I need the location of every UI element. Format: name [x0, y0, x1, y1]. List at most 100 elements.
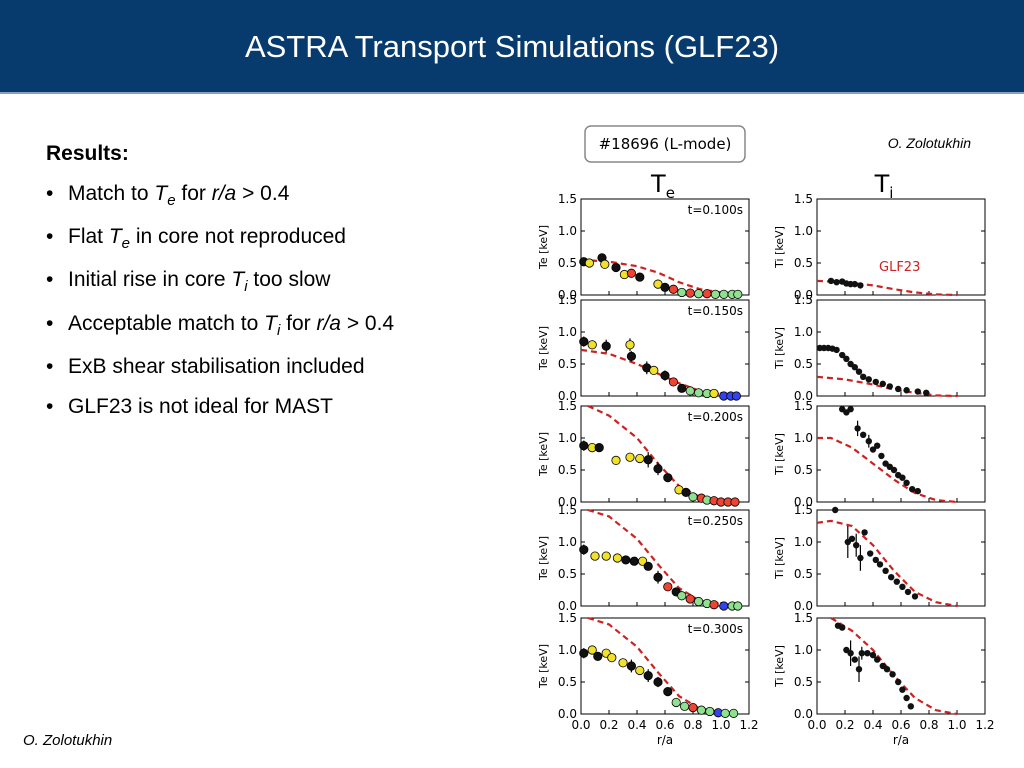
- bullet-text: ExB shear stabilisation included: [68, 354, 365, 378]
- te-data-point: [663, 582, 673, 592]
- bullet-list: • Match to Te for r/a > 0.4 • Flat Te in co…: [46, 182, 516, 419]
- plot-frame: [580, 198, 750, 296]
- y-tick-label: 1.0: [558, 325, 577, 339]
- y-tick-label: 1.5: [558, 399, 577, 413]
- y-tick-label: 0.5: [558, 256, 577, 270]
- te-data-point: [579, 545, 589, 555]
- te-data-point: [618, 658, 628, 668]
- glf23-model-curve: [816, 519, 958, 608]
- bullet-text: too slow: [247, 268, 331, 292]
- x-tick-label: 1.0: [947, 718, 966, 732]
- bullet-text: T: [108, 225, 122, 249]
- ti-data-point: [889, 671, 896, 678]
- te-data-point: [653, 572, 663, 582]
- te-data-point: [694, 388, 704, 398]
- y-axis-label: Te [keV]: [537, 326, 550, 371]
- bullet-text: Match to: [68, 182, 155, 205]
- ti-data-point: [914, 388, 921, 395]
- bullet-marker: •: [46, 268, 54, 292]
- y-tick-label: 1.5: [558, 611, 577, 625]
- ti-data-point: [895, 385, 902, 393]
- y-tick-label: 0.5: [558, 567, 577, 581]
- result-bullet: • Match to Te for r/a > 0.4: [46, 182, 516, 209]
- ti-data-point: [872, 556, 879, 564]
- te-panel: 0.0 0.5 1.0 1.5 Te [keV] t=0.250s: [537, 503, 750, 613]
- te-data-point: [671, 697, 681, 708]
- ti-data-point: [878, 452, 885, 460]
- y-tick-label: 0.0: [794, 707, 813, 721]
- ti-panel: 0.0 0.5 1.0 1.5 Ti [keV] 0.0 0.2 0.4 0.6 0.8 1.0 1.…: [773, 611, 995, 747]
- y-axis-label: Te [keV]: [537, 536, 550, 581]
- result-bullet: • Flat Te in core not reproduced: [46, 225, 516, 252]
- bullet-text: > 0.4: [340, 311, 395, 335]
- te-data-point: [587, 340, 597, 350]
- y-tick-label: 0.5: [794, 357, 813, 371]
- te-data-point: [694, 289, 704, 299]
- bullet-text: in core not reproduced: [130, 225, 346, 249]
- te-data-point: [681, 487, 691, 497]
- results-figure: #18696 (L-mode) O. Zolotukhin Te Ti 0.0 0.5 1.…: [537, 125, 995, 747]
- glf23-model-curve: [817, 436, 958, 504]
- ti-data-point: [864, 650, 871, 657]
- te-data-point: [733, 289, 743, 299]
- result-bullet: • Initial rise in core Ti too slow: [46, 268, 516, 295]
- x-tick-label: 0.0: [571, 718, 590, 732]
- bullet-text: r/a: [211, 182, 237, 205]
- bullet-text: Flat: [68, 225, 109, 249]
- y-tick-label: 1.5: [558, 192, 577, 206]
- bullet-marker: •: [46, 225, 54, 249]
- te-data-point: [680, 701, 690, 711]
- y-tick-label: 1.0: [794, 535, 813, 549]
- x-tick-label: 1.2: [975, 718, 994, 732]
- y-axis-label: Te [keV]: [537, 432, 550, 477]
- te-data-point: [663, 686, 673, 697]
- te-data-point: [688, 492, 698, 502]
- y-tick-label: 1.0: [794, 643, 813, 657]
- y-tick-label: 1.5: [794, 611, 813, 625]
- bullet-text: Initial rise in core: [68, 268, 232, 292]
- te-panel: 0.0 0.5 1.0 1.5 Te [keV] t=0.150s: [537, 293, 750, 403]
- ti-data-point: [872, 378, 879, 386]
- te-data-point: [626, 661, 637, 671]
- y-tick-label: 1.5: [558, 293, 577, 307]
- y-tick-label: 1.5: [794, 293, 813, 307]
- bullet-marker: •: [46, 311, 54, 335]
- bullet-text: i: [244, 278, 248, 296]
- bullet-text: T: [264, 311, 277, 335]
- ti-data-point: [860, 431, 867, 438]
- ti-data-point: [847, 406, 854, 413]
- ti-data-point: [827, 277, 835, 285]
- bullet-marker: •: [46, 354, 54, 378]
- time-label: t=0.200s: [688, 410, 743, 424]
- te-data-point: [702, 289, 712, 299]
- y-tick-label: 0.5: [794, 675, 813, 689]
- ti-data-point: [874, 656, 881, 663]
- x-tick-label: 1.0: [711, 718, 730, 732]
- ti-data-point: [847, 650, 854, 657]
- glf23-model-curve: [830, 617, 958, 716]
- results-block: Results: • Match to Te for r/a > 0.4 • Flat…: [46, 142, 516, 435]
- ti-data-point: [851, 364, 858, 371]
- te-data-point: [579, 648, 589, 658]
- ti-data-point: [833, 279, 840, 286]
- bullet-text: > 0.4: [236, 182, 290, 205]
- x-tick-label: 0.8: [919, 718, 938, 732]
- y-tick-label: 0.5: [558, 463, 577, 477]
- te-data-point: [694, 596, 704, 607]
- y-tick-label: 1.5: [794, 192, 813, 206]
- te-data-point: [710, 289, 720, 299]
- ti-data-point: [869, 446, 877, 453]
- te-data-point: [709, 600, 719, 610]
- te-data-point: [643, 561, 653, 571]
- te-data-point: [611, 262, 621, 273]
- y-axis-label: Ti [keV]: [773, 537, 786, 580]
- ti-panel: 0.0 0.5 1.0 1.5 Ti [keV]: [773, 503, 986, 613]
- ti-data-point: [861, 529, 868, 536]
- ti-data-point: [851, 656, 858, 663]
- ti-data-point: [843, 355, 850, 363]
- te-data-point: [685, 288, 695, 298]
- bullet-text: T: [154, 182, 168, 205]
- x-axis-label: r/a: [893, 733, 909, 747]
- ti-data-point: [914, 487, 921, 495]
- ti-data-point: [903, 479, 910, 486]
